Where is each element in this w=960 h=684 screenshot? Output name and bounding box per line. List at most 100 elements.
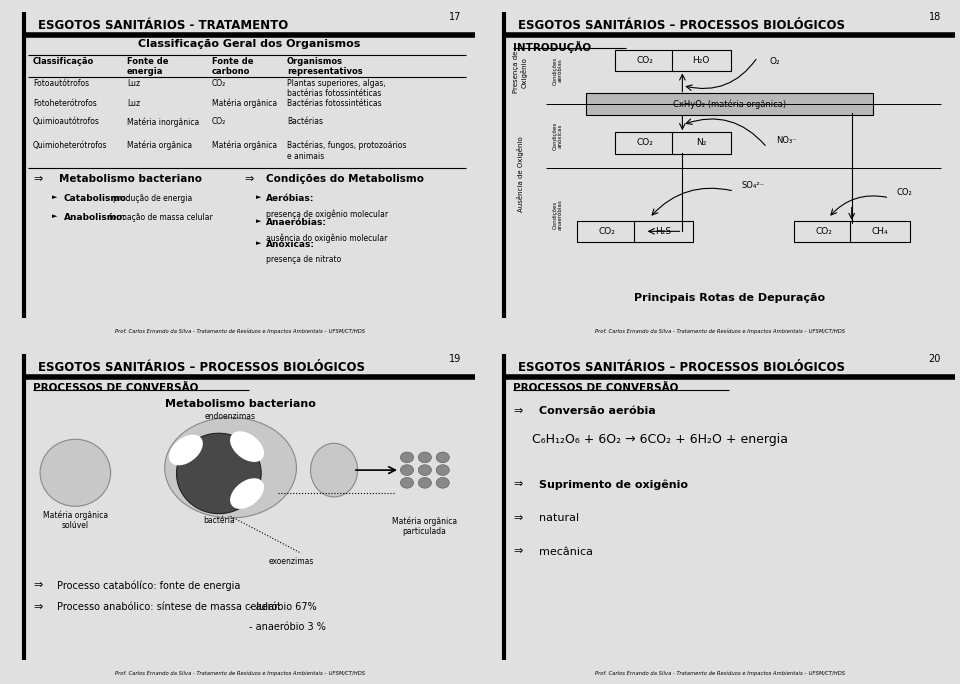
Ellipse shape (177, 433, 261, 514)
Text: ⇒: ⇒ (513, 406, 522, 416)
Text: Condições
anaeróbias: Condições anaeróbias (552, 199, 564, 230)
Text: ESGOTOS SANITÁRIOS – PROCESSOS BIOLÓGICOS: ESGOTOS SANITÁRIOS – PROCESSOS BIOLÓGICO… (517, 18, 845, 31)
Text: presença de oxigênio molecular: presença de oxigênio molecular (266, 209, 388, 219)
Text: Bactérias fotossintéticas: Bactérias fotossintéticas (287, 99, 382, 108)
Text: CO₂: CO₂ (897, 188, 912, 197)
Text: CO₂: CO₂ (815, 227, 832, 236)
Text: ⇒: ⇒ (513, 547, 522, 557)
FancyBboxPatch shape (586, 93, 873, 115)
Ellipse shape (311, 443, 357, 497)
Text: Ausência de Oxigênio: Ausência de Oxigênio (516, 137, 523, 212)
Ellipse shape (436, 452, 449, 463)
Text: Processo catabólíco: fonte de energia: Processo catabólíco: fonte de energia (57, 580, 240, 590)
Text: 19: 19 (449, 354, 461, 364)
Ellipse shape (419, 464, 431, 475)
Text: Prof. Carlos Ernando da Silva - Tratamento de Resíduos e Impactos Ambientais – U: Prof. Carlos Ernando da Silva - Tratamen… (115, 328, 365, 334)
Text: Plantas superiores, algas,
bactérias fotossintéticas: Plantas superiores, algas, bactérias fot… (287, 79, 386, 98)
Text: Quimioautótrofos: Quimioautótrofos (33, 118, 100, 127)
Text: Luz: Luz (127, 79, 140, 88)
Text: ►: ► (52, 213, 58, 219)
Text: ⇒: ⇒ (513, 479, 522, 490)
FancyBboxPatch shape (615, 50, 674, 71)
Text: SO₄²⁻: SO₄²⁻ (741, 181, 764, 189)
Text: Fonte de
carbono: Fonte de carbono (212, 57, 253, 77)
Text: Aeróbias:: Aeróbias: (266, 194, 314, 203)
FancyBboxPatch shape (672, 132, 731, 154)
Text: INTRODUÇÃO: INTRODUÇÃO (513, 41, 591, 53)
Text: ESGOTOS SANITÁRIOS – PROCESSOS BIOLÓGICOS: ESGOTOS SANITÁRIOS – PROCESSOS BIOLÓGICO… (517, 360, 845, 373)
Text: CO₂: CO₂ (599, 227, 615, 236)
Text: H₂O: H₂O (692, 56, 709, 65)
Text: exoenzimas: exoenzimas (269, 557, 315, 566)
Text: O₂: O₂ (769, 57, 780, 66)
Ellipse shape (400, 464, 414, 475)
Ellipse shape (230, 432, 264, 462)
Text: Prof. Carlos Ernando da Silva - Tratamento de Resíduos e Impactos Ambientais – U: Prof. Carlos Ernando da Silva - Tratamen… (115, 670, 365, 676)
Text: ⇒: ⇒ (33, 174, 42, 185)
Text: endoenzimas: endoenzimas (205, 412, 256, 421)
Text: Bactérias: Bactérias (287, 118, 323, 127)
Ellipse shape (230, 478, 264, 509)
Text: CO₂: CO₂ (636, 138, 653, 147)
Text: ►: ► (256, 194, 262, 200)
Text: Quimioheterótrofos: Quimioheterótrofos (33, 141, 108, 150)
Text: Matéria orgânica: Matéria orgânica (212, 99, 276, 109)
Text: CO₂: CO₂ (212, 79, 226, 88)
Ellipse shape (169, 434, 203, 465)
Text: - aeróbio 67%: - aeróbio 67% (250, 602, 317, 611)
Text: 20: 20 (928, 354, 941, 364)
Ellipse shape (419, 452, 431, 463)
Text: NO₃⁻: NO₃⁻ (777, 135, 797, 144)
Text: mecânica: mecânica (539, 547, 593, 557)
FancyBboxPatch shape (794, 221, 853, 242)
Text: bactéria: bactéria (203, 516, 234, 525)
Text: presença de nitrato: presença de nitrato (266, 254, 341, 264)
Text: Condições
aeróbias: Condições aeróbias (552, 56, 564, 85)
Text: ►: ► (52, 194, 58, 200)
Text: Fotoheterótrofos: Fotoheterótrofos (33, 99, 97, 108)
Text: 17: 17 (448, 12, 461, 22)
Text: Catabolismo:: Catabolismo: (63, 194, 131, 203)
Ellipse shape (419, 477, 431, 488)
Ellipse shape (436, 464, 449, 475)
Text: 18: 18 (929, 12, 941, 22)
Text: Conversão aeróbia: Conversão aeróbia (539, 406, 656, 416)
Text: Prof. Carlos Ernando da Silva - Tratamento de Resíduos e Impactos Ambientais – U: Prof. Carlos Ernando da Silva - Tratamen… (595, 328, 845, 334)
Text: ►: ► (256, 218, 262, 224)
Text: Presença de
Oxigênio: Presença de Oxigênio (513, 51, 527, 93)
Text: CH₄: CH₄ (872, 227, 888, 236)
Text: Fonte de
energia: Fonte de energia (127, 57, 169, 77)
Text: formação de massa celular: formação de massa celular (109, 213, 213, 222)
Text: CO₂: CO₂ (636, 56, 653, 65)
Text: ESGOTOS SANITÁRIOS - TRATAMENTO: ESGOTOS SANITÁRIOS - TRATAMENTO (37, 18, 288, 31)
Text: CO₂: CO₂ (212, 118, 226, 127)
Text: ⇒: ⇒ (245, 174, 254, 185)
Text: - anaeróbio 3 %: - anaeróbio 3 % (250, 622, 326, 632)
FancyBboxPatch shape (578, 221, 636, 242)
Ellipse shape (165, 417, 297, 518)
Text: Matéria orgânica: Matéria orgânica (127, 141, 192, 150)
Text: Organismos
representativos: Organismos representativos (287, 57, 363, 77)
Text: Metabolismo bacteriano: Metabolismo bacteriano (59, 174, 202, 185)
Text: Classificação Geral dos Organismos: Classificação Geral dos Organismos (138, 39, 361, 49)
Text: CxHyO₂ (matéria orgânica): CxHyO₂ (matéria orgânica) (673, 99, 786, 109)
Text: produção de energia: produção de energia (113, 194, 193, 203)
Text: Condições do Metabolismo: Condições do Metabolismo (266, 174, 424, 185)
Text: Bactérias, fungos, protozoários
e animais: Bactérias, fungos, protozoários e animai… (287, 141, 406, 161)
Text: Condições
anóxicas: Condições anóxicas (552, 122, 564, 150)
FancyBboxPatch shape (851, 221, 909, 242)
Text: C₆H₁₂O₆ + 6O₂ → 6CO₂ + 6H₂O + energia: C₆H₁₂O₆ + 6O₂ → 6CO₂ + 6H₂O + energia (532, 432, 788, 445)
Text: natural: natural (539, 513, 579, 523)
Text: Prof. Carlos Ernando da Silva - Tratamento de Resíduos e Impactos Ambientais – U: Prof. Carlos Ernando da Silva - Tratamen… (595, 670, 845, 676)
Ellipse shape (436, 477, 449, 488)
Text: Matéria orgânica
particulada: Matéria orgânica particulada (392, 516, 457, 536)
FancyBboxPatch shape (634, 221, 693, 242)
Text: ESGOTOS SANITÁRIOS – PROCESSOS BIOLÓGICOS: ESGOTOS SANITÁRIOS – PROCESSOS BIOLÓGICO… (37, 360, 365, 373)
Text: Anaeróbias:: Anaeróbias: (266, 218, 326, 227)
Text: Metabolismo bacteriano: Metabolismo bacteriano (164, 399, 316, 409)
Text: Anóxicas:: Anóxicas: (266, 239, 315, 249)
Text: Classificação: Classificação (33, 57, 94, 66)
Text: ⇒: ⇒ (33, 580, 42, 590)
Text: Matéria orgânica
solúvel: Matéria orgânica solúvel (43, 510, 108, 530)
Text: Fotoautótrofos: Fotoautótrofos (33, 79, 89, 88)
